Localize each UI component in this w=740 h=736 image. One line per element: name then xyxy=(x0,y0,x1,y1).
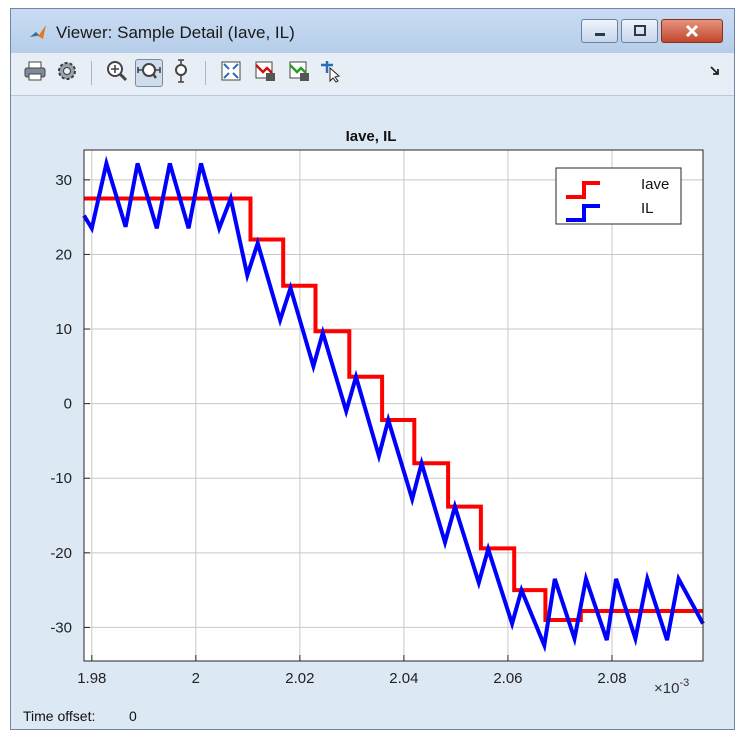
x-tick-label: 2.08 xyxy=(597,670,626,687)
close-button[interactable] xyxy=(661,19,723,43)
y-tick-label: -20 xyxy=(50,545,72,562)
x-exponent-label: ×10-3 xyxy=(654,677,689,697)
cursor-select-button[interactable] xyxy=(317,59,345,87)
series-line-il xyxy=(82,155,705,653)
maximize-button[interactable] xyxy=(621,19,658,43)
signal-select-icon xyxy=(253,59,277,88)
series-line-iave xyxy=(84,196,703,622)
chart-title: Iave, IL xyxy=(346,128,397,145)
fit-to-view-icon xyxy=(219,59,243,88)
axes-frame xyxy=(83,149,704,662)
window-title: Viewer: Sample Detail (Iave, IL) xyxy=(56,23,295,42)
print-button[interactable] xyxy=(21,59,49,87)
x-tick-label: 2.02 xyxy=(285,670,314,687)
zoom-in-button[interactable] xyxy=(103,59,131,87)
axis-ticks: 1.98 2 2.02 2.04 2.06 2.08 30 20 10 0 -10 -20 -30 xyxy=(50,172,626,687)
toolbar-separator xyxy=(205,61,206,85)
close-icon xyxy=(662,20,722,42)
zoom-x-icon xyxy=(137,59,161,88)
settings-icon xyxy=(55,59,79,88)
x-tick-label: 1.98 xyxy=(77,670,106,687)
y-tick-label: 0 xyxy=(64,396,72,413)
viewer-window: Viewer: Sample Detail (Iave, IL) xyxy=(10,8,735,730)
signal-select-button[interactable] xyxy=(251,59,279,87)
y-tick-label: 10 xyxy=(55,321,72,338)
y-tick-label: -10 xyxy=(50,470,72,487)
zoom-y-icon xyxy=(169,58,193,88)
legend[interactable]: Iave IL xyxy=(555,167,682,225)
minimize-icon xyxy=(582,20,617,42)
legend-swatch-iave xyxy=(566,181,600,199)
toolbar-separator xyxy=(91,61,92,85)
scope-chart[interactable]: Iave, IL 1.98 2 2.02 2.04 2.06 2.08 30 20 10 0 -10… xyxy=(11,96,734,700)
x-exponent-base: ×10 xyxy=(654,680,679,697)
legend-label-iave: Iave xyxy=(641,176,669,193)
print-icon xyxy=(23,59,47,88)
toolbar xyxy=(11,53,734,96)
maximize-icon xyxy=(622,20,657,42)
x-tick-label: 2.04 xyxy=(389,670,418,687)
signal-highlight-icon xyxy=(287,59,311,88)
zoom-in-icon xyxy=(105,59,129,88)
time-offset-label: Time offset: xyxy=(23,708,96,724)
cursor-select-icon xyxy=(319,59,343,88)
plot-area: Iave, IL 1.98 2 2.02 2.04 2.06 2.08 30 20 10 0 -10… xyxy=(11,96,734,729)
zoom-y-button[interactable] xyxy=(167,58,195,88)
x-tick-label: 2.06 xyxy=(493,670,522,687)
y-tick-label: 20 xyxy=(55,246,72,263)
title-bar[interactable]: Viewer: Sample Detail (Iave, IL) xyxy=(11,9,734,53)
x-exponent-power: -3 xyxy=(679,677,689,689)
settings-button[interactable] xyxy=(53,59,81,87)
legend-label-il: IL xyxy=(641,200,654,217)
dock-arrow-icon xyxy=(709,64,721,82)
signal-highlight-button[interactable] xyxy=(285,59,313,87)
time-offset-value: 0 xyxy=(129,708,137,724)
plot-lines xyxy=(82,155,705,653)
y-tick-label: 30 xyxy=(55,172,72,189)
x-tick-label: 2 xyxy=(192,670,200,687)
y-tick-label: -30 xyxy=(50,619,72,636)
matlab-logo-icon xyxy=(29,23,47,41)
zoom-x-button[interactable] xyxy=(135,59,163,87)
dock-button[interactable] xyxy=(705,59,725,87)
minimize-button[interactable] xyxy=(581,19,618,43)
axes-background xyxy=(84,150,703,661)
legend-swatch-il xyxy=(566,204,600,222)
fit-to-view-button[interactable] xyxy=(217,59,245,87)
grid-lines xyxy=(84,150,703,661)
